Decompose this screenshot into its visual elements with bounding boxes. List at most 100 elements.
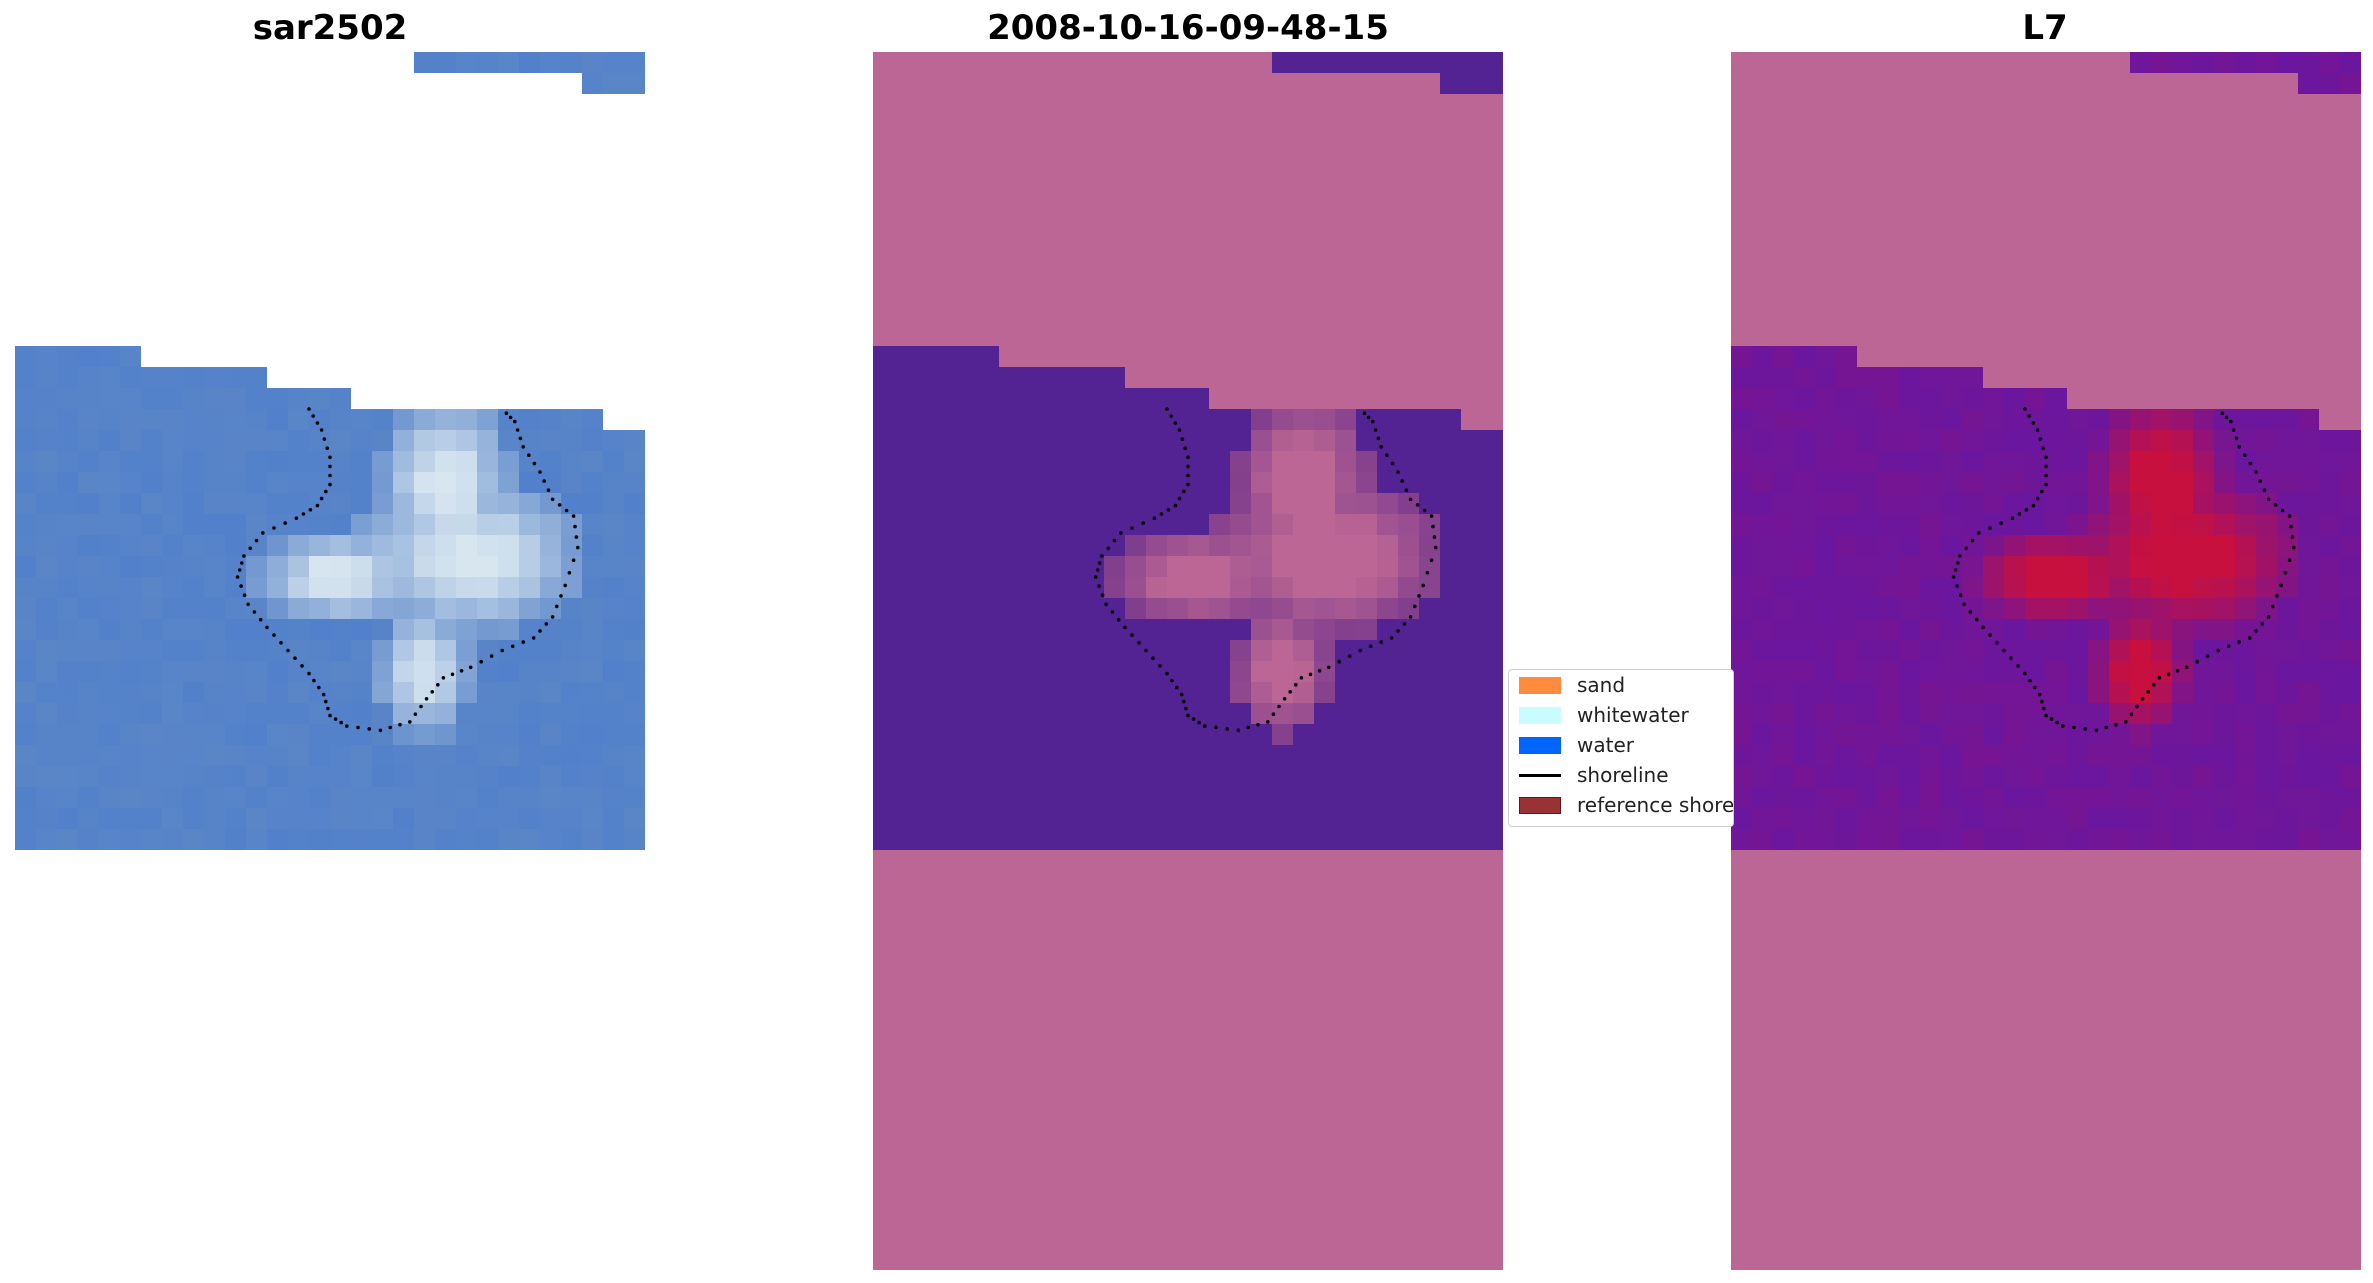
index-pixel	[1836, 640, 1857, 661]
pixel	[267, 472, 288, 493]
pixel	[477, 514, 498, 535]
pixel	[393, 703, 414, 724]
index-pixel	[1920, 682, 1941, 703]
index-pixel	[2235, 409, 2256, 430]
index-pixel	[1920, 598, 1941, 619]
pixel	[120, 472, 141, 493]
shoreline-dot	[1100, 554, 1104, 558]
shoreline-dot	[235, 575, 240, 579]
index-pixel	[2109, 766, 2130, 787]
class-pixel	[1293, 787, 1314, 808]
pixel	[162, 703, 183, 724]
pixel	[162, 388, 183, 409]
shoreline-dot	[2287, 558, 2292, 562]
shoreline-dot	[1988, 526, 1992, 530]
class-pixel	[873, 388, 894, 409]
pixel	[15, 808, 36, 829]
shoreline-dot	[2094, 728, 2099, 733]
pixel	[477, 556, 498, 577]
pixel	[351, 808, 372, 829]
class-pixel	[873, 409, 894, 430]
shoreline-dot	[333, 717, 338, 721]
class-pixel	[1377, 514, 1398, 535]
index-pixel	[2025, 766, 2046, 787]
shoreline-dot	[542, 479, 546, 483]
pixel	[36, 766, 57, 787]
shoreline-dot	[1182, 699, 1186, 704]
class-pixel	[1125, 577, 1146, 598]
pixel	[204, 703, 225, 724]
class-pixel	[1461, 619, 1482, 640]
pixel	[624, 766, 645, 787]
index-pixel	[2088, 556, 2109, 577]
pixel	[120, 556, 141, 577]
pixel	[477, 766, 498, 787]
pixel	[267, 619, 288, 640]
index-image	[1731, 52, 2361, 1270]
index-pixel	[1731, 493, 1752, 514]
index-pixel	[1815, 493, 1836, 514]
index-pixel	[2151, 640, 2172, 661]
shoreline-dot	[1964, 546, 1968, 551]
class-pixel	[978, 556, 999, 577]
index-pixel	[1773, 367, 1794, 388]
class-pixel	[915, 682, 936, 703]
class-pixel	[1440, 73, 1461, 94]
shoreline-dot	[2283, 571, 2288, 575]
pixel	[183, 661, 204, 682]
index-pixel	[1836, 598, 1857, 619]
index-pixel	[1899, 745, 1920, 766]
index-pixel	[2025, 577, 2046, 598]
shoreline-dot	[1097, 584, 1101, 588]
pixel	[183, 808, 204, 829]
pixel	[183, 640, 204, 661]
pixel	[582, 451, 603, 472]
pixel	[456, 514, 477, 535]
class-pixel	[1314, 409, 1335, 430]
pixel	[435, 703, 456, 724]
class-pixel	[1125, 745, 1146, 766]
pixel	[519, 493, 540, 514]
class-pixel	[1440, 52, 1461, 73]
pixel	[57, 682, 78, 703]
pixel	[183, 598, 204, 619]
index-pixel	[1752, 619, 1773, 640]
pixel	[435, 52, 456, 73]
index-pixel	[2298, 724, 2319, 745]
pixel	[141, 808, 162, 829]
pixel	[519, 745, 540, 766]
class-pixel	[915, 829, 936, 850]
pixel	[120, 535, 141, 556]
pixel	[351, 829, 372, 850]
class-pixel	[1230, 724, 1251, 745]
index-pixel	[2025, 409, 2046, 430]
pixel	[435, 535, 456, 556]
pixel	[246, 472, 267, 493]
index-pixel	[1731, 514, 1752, 535]
index-pixel	[1857, 745, 1878, 766]
pixel	[414, 808, 435, 829]
class-pixel	[1125, 787, 1146, 808]
class-pixel	[1104, 493, 1125, 514]
index-pixel	[2088, 766, 2109, 787]
index-pixel	[1857, 493, 1878, 514]
class-pixel	[1167, 661, 1188, 682]
class-pixel	[1167, 829, 1188, 850]
pixel	[456, 556, 477, 577]
index-pixel	[1773, 451, 1794, 472]
pixel	[435, 430, 456, 451]
shoreline-dot	[1186, 464, 1190, 469]
class-pixel	[999, 388, 1020, 409]
shoreline-dot	[1347, 654, 1352, 658]
class-pixel	[1356, 703, 1377, 724]
pixel	[225, 619, 246, 640]
class-pixel	[1356, 766, 1377, 787]
pixel	[561, 787, 582, 808]
class-pixel	[1083, 808, 1104, 829]
class-pixel	[1482, 703, 1503, 724]
pixel	[246, 535, 267, 556]
class-pixel	[1419, 619, 1440, 640]
pixel	[99, 346, 120, 367]
index-pixel	[1794, 640, 1815, 661]
index-pixel	[1941, 451, 1962, 472]
